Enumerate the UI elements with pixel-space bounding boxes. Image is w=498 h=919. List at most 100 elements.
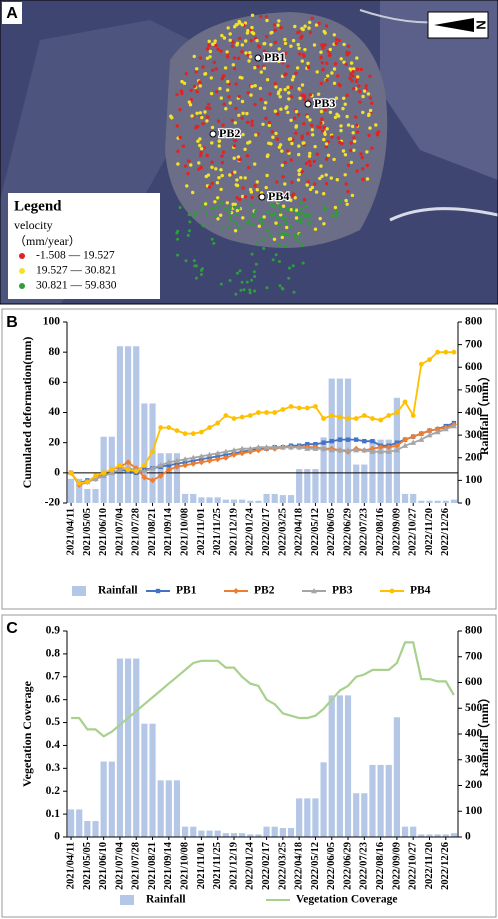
velocity-point [214,67,218,71]
velocity-point [296,178,301,182]
velocity-point [296,239,300,243]
y2-tick-label: 400 [465,728,483,740]
velocity-point [322,222,326,226]
x-tick-label: 2022/08/16 [375,508,386,556]
velocity-point [200,273,203,276]
y-tick-label: 0 [54,831,60,843]
marker [150,449,155,455]
velocity-point [246,91,250,95]
point-label: PB3 [314,96,335,110]
velocity-point [299,201,303,205]
map-legend [8,193,160,299]
marker [393,442,400,449]
marker [393,447,400,453]
velocity-point [188,220,192,224]
velocity-point [265,78,270,82]
velocity-point [271,258,275,262]
velocity-point [365,177,370,181]
velocity-point [176,149,180,153]
bar [410,493,417,503]
bar [190,493,197,503]
velocity-point [339,124,343,128]
marker [410,413,416,418]
velocity-point [237,19,241,24]
velocity-point [225,201,229,205]
marker [92,475,99,482]
velocity-point [192,84,197,89]
velocity-point [232,66,237,71]
marker [173,457,180,463]
monitoring-points: PB1 PB2 PB3 PB4 [209,49,337,204]
marker [329,438,334,444]
y-tick-label: 0.5 [46,716,61,728]
velocity-point [244,39,248,43]
x-tick-label: 2021/11/01 [196,508,207,555]
velocity-point [283,51,288,55]
velocity-point [245,31,250,35]
x-tick-label: 2021/04/11 [65,842,76,889]
x-tick-label: 2021/05/05 [82,842,93,890]
velocity-point [273,28,277,32]
velocity-point [237,226,241,230]
marker [117,462,123,468]
velocity-point [214,90,219,94]
velocity-point [303,213,307,217]
bar [239,833,246,837]
velocity-point [205,153,209,158]
velocity-point [265,228,269,232]
velocity-point [183,164,188,168]
velocity-point [237,113,241,117]
velocity-point [298,233,302,236]
velocity-point [289,224,293,228]
velocity-point [219,187,223,192]
bar [450,833,458,837]
velocity-point [292,207,296,211]
velocity-points [169,13,381,296]
x-tick-label: 2022/10/27 [408,508,419,556]
x-tick-label: 2021/12/19 [228,508,239,556]
velocity-point [250,252,254,256]
velocity-point [201,65,205,69]
velocity-point [262,49,267,53]
legend-label: PB3 [332,585,353,597]
marker [198,453,205,459]
velocity-point [338,199,343,204]
velocity-point [222,102,226,106]
velocity-point [291,75,296,79]
y-tick-label: 60 [49,376,61,388]
velocity-point [354,115,358,119]
velocity-point [304,204,308,209]
velocity-point [228,101,232,105]
velocity-point [328,52,332,57]
velocity-point [234,221,238,225]
marker [361,413,367,418]
marker [155,588,161,594]
x-tick-label: 2022/11/20 [424,842,435,889]
panel-label: A [6,5,18,22]
velocity-point [198,84,202,88]
point-label: PB1 [264,50,285,64]
velocity-point [346,189,350,194]
velocity-point [300,244,304,247]
y2-tick-label: 0 [465,831,471,843]
velocity-point [348,148,353,153]
velocity-point [194,69,198,74]
velocity-point [353,139,357,143]
x-tick-label: 2022/09/09 [391,842,402,890]
velocity-point [332,67,337,71]
velocity-point [266,50,270,55]
velocity-point [236,155,241,159]
bar [84,488,91,503]
x-tick-label: 2022/10/27 [408,842,419,890]
velocity-point [268,190,272,195]
marker [100,472,107,479]
velocity-point [188,229,191,233]
velocity-point [349,141,353,145]
velocity-point [310,128,314,132]
x-tick-label: 2022/07/23 [359,508,370,556]
marker [427,357,432,363]
velocity-point [296,42,300,47]
y2-tick-label: 200 [465,779,483,791]
marker [312,445,319,451]
velocity-point [307,154,312,158]
